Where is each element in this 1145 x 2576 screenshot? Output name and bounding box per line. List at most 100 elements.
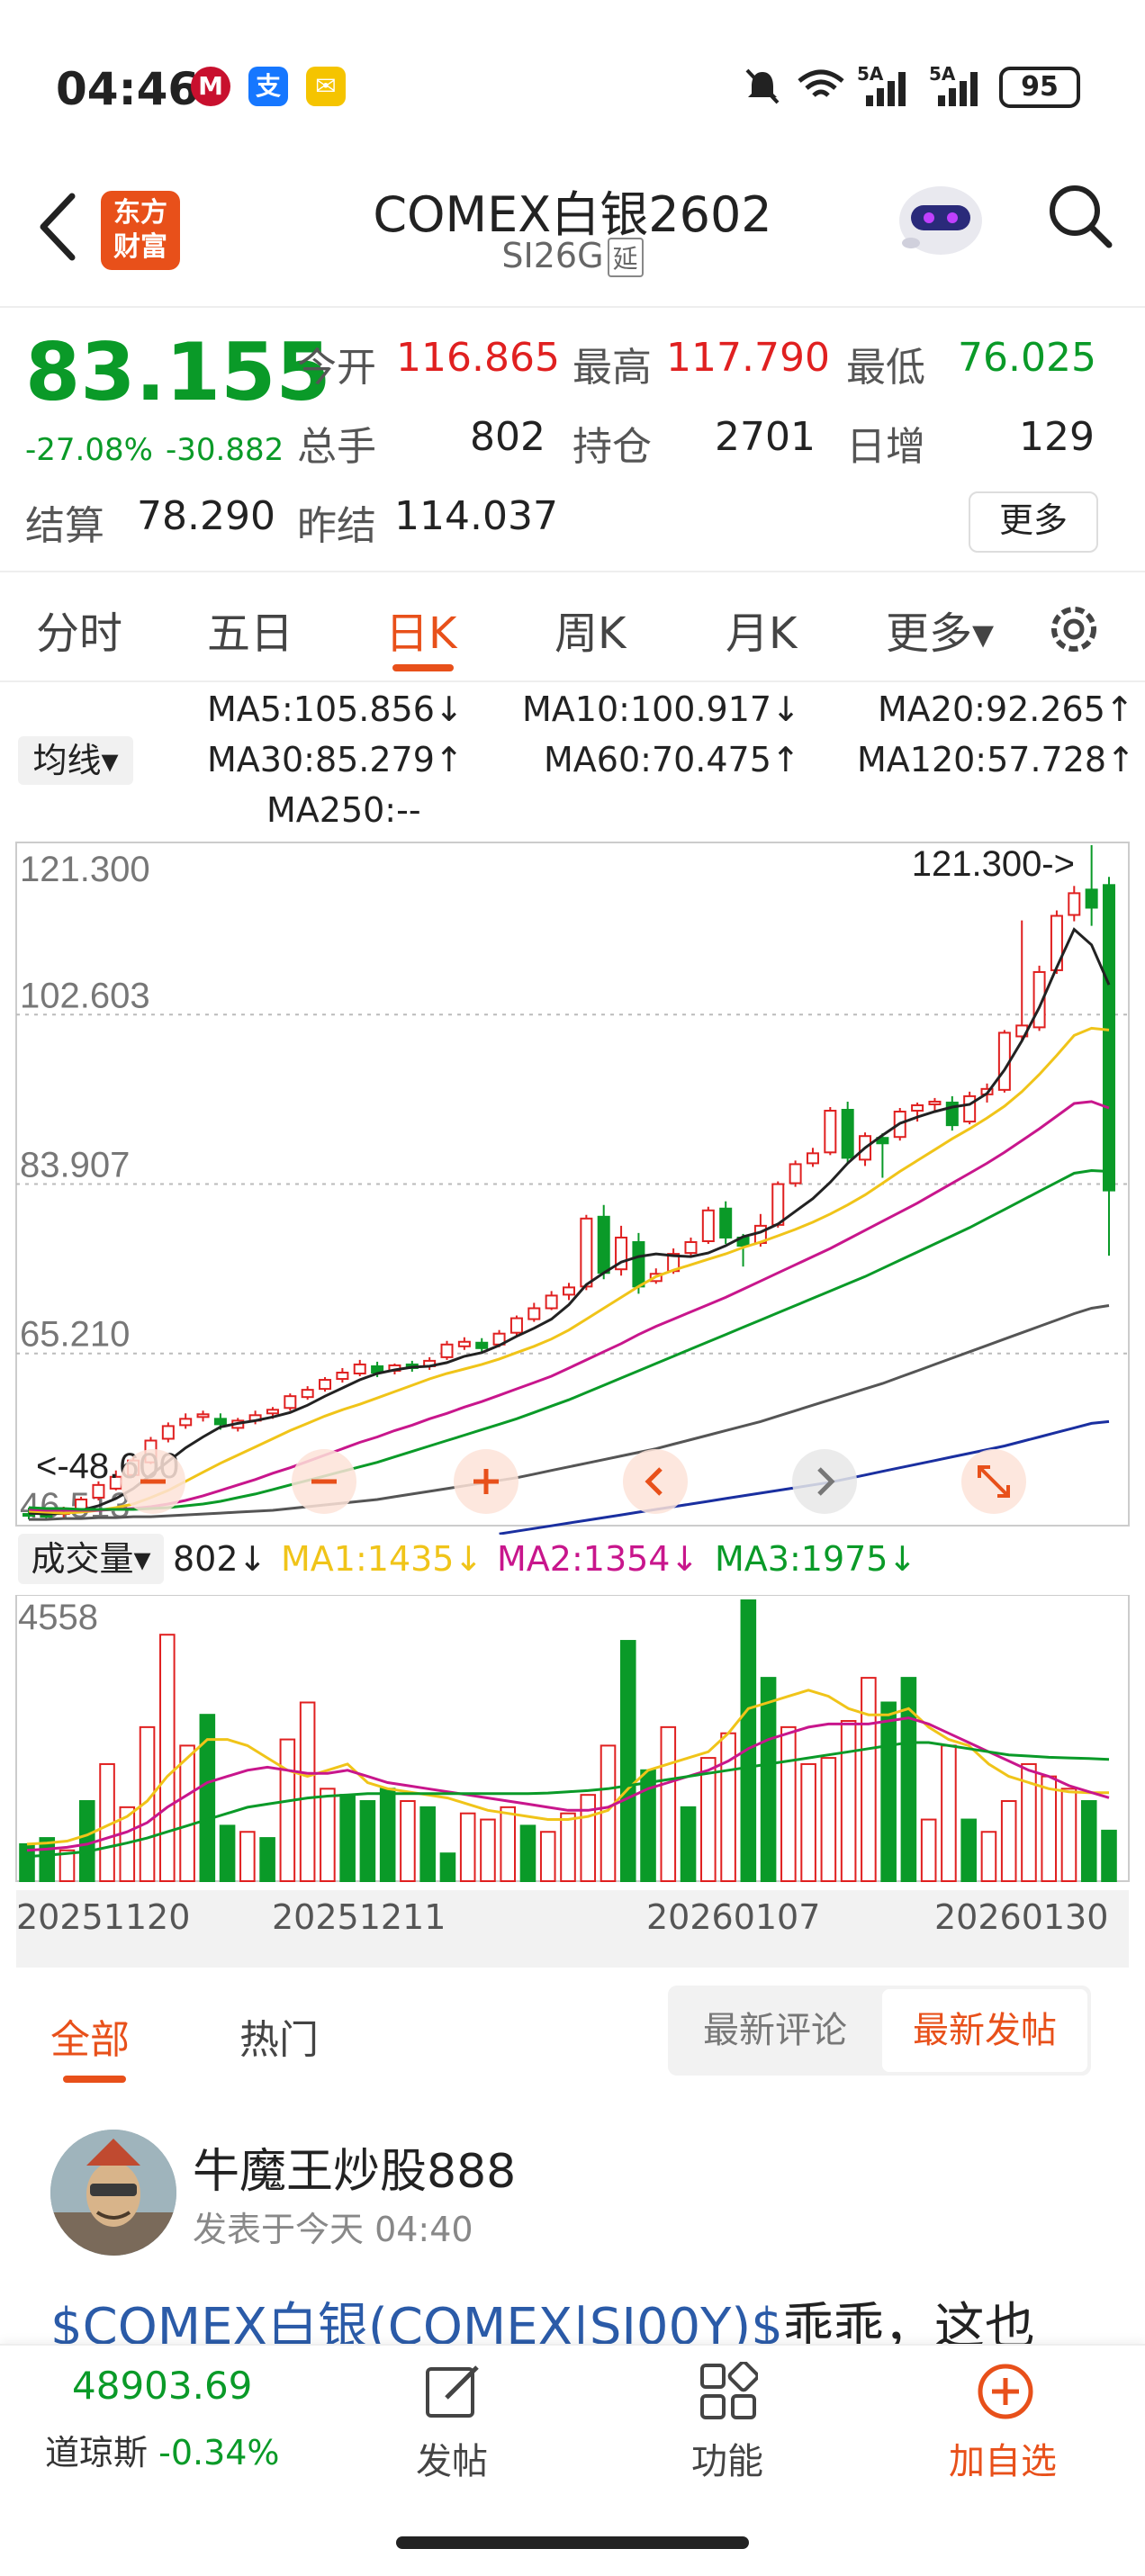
ma250-label: MA250:-- — [266, 790, 421, 830]
volume-selector[interactable]: 成交量▾ — [18, 1534, 164, 1584]
status-bar: 04:46 M 支 ✉ 5A 5A 95 — [0, 0, 1145, 171]
features-button[interactable]: 功能 — [691, 2441, 763, 2482]
more-quote-button[interactable]: 更多 — [969, 491, 1098, 553]
volume-bar — [619, 1640, 636, 1883]
candle-body — [563, 1286, 575, 1296]
volume-bar — [519, 1824, 536, 1883]
candle-body — [632, 1241, 645, 1288]
candle-body — [475, 1341, 489, 1349]
instrument-code: SI26G 延 — [270, 236, 875, 277]
tab-all-comments[interactable]: 全部 — [50, 2017, 130, 2063]
volume-ma3: MA3:1975↓ — [715, 1539, 917, 1579]
mute-bell-icon — [745, 68, 780, 104]
volume-bar — [840, 1720, 857, 1882]
volume-chart[interactable]: 4558 — [0, 1595, 1145, 1888]
volume-bar — [179, 1744, 195, 1882]
candle-body — [336, 1371, 349, 1381]
candle-body — [684, 1241, 698, 1255]
volume-bar — [760, 1677, 777, 1882]
index-value[interactable]: 48903.69 — [72, 2364, 253, 2408]
ma-line-ma60 — [29, 1304, 1110, 1521]
candle-body — [527, 1307, 541, 1320]
gear-icon[interactable] — [1042, 598, 1105, 661]
volume-label: 总手 — [297, 424, 376, 470]
add-watchlist-icon[interactable] — [976, 2362, 1035, 2421]
volume-bar — [159, 1634, 176, 1882]
user-avatar[interactable] — [50, 2130, 176, 2256]
sort-latest-comment[interactable]: 最新评论 — [703, 2010, 847, 2051]
volume-bar — [980, 1831, 997, 1882]
volume-ma3-line — [26, 1741, 1110, 1859]
instrument-title: COMEX白银2602 — [373, 186, 772, 243]
daily-increase-value: 129 — [1019, 414, 1095, 460]
change-amount: -30.882 — [166, 432, 284, 468]
volume-bar — [1000, 1800, 1017, 1882]
alipay-icon: 支 — [248, 67, 288, 106]
pan-left-icon — [645, 1467, 663, 1496]
volume-bar — [480, 1818, 496, 1882]
volume-bar — [299, 1701, 316, 1882]
volume-bar — [419, 1806, 436, 1882]
add-watchlist-button[interactable]: 加自选 — [949, 2441, 1057, 2482]
ma-line-ma5 — [28, 927, 1111, 1516]
volume-bar — [680, 1806, 697, 1882]
pan-right-icon — [817, 1467, 835, 1496]
volume-bar — [359, 1800, 376, 1882]
tab-intraday[interactable]: 分时 — [36, 608, 123, 659]
date-axis — [16, 1890, 1129, 1968]
tab-weekly-k[interactable]: 周K — [554, 608, 627, 659]
volume-bar — [500, 1806, 517, 1882]
candle-body — [963, 1094, 977, 1123]
ma120-label: MA120:57.728↑ — [857, 740, 1135, 779]
open-label: 今开 — [297, 345, 376, 391]
high-marker: 121.300-> — [912, 844, 1075, 884]
ma-selector[interactable]: 均线▾ — [18, 736, 133, 785]
candle-body — [509, 1317, 523, 1334]
daily-increase-label: 日增 — [846, 424, 925, 470]
volume-bar — [279, 1738, 296, 1882]
volume-bar — [900, 1677, 917, 1882]
app-logo[interactable]: 东方财富 — [101, 191, 180, 270]
instrument-code-text: SI26G — [501, 236, 604, 275]
post-author[interactable]: 牛魔王炒股888 — [193, 2145, 517, 2199]
volume-bar — [139, 1725, 156, 1882]
index-change: -0.34% — [158, 2433, 280, 2472]
candle-body — [213, 1418, 227, 1426]
index-ticker[interactable]: 道琼斯 -0.34% — [45, 2425, 280, 2474]
sort-latest-post[interactable]: 最新发帖 — [882, 1989, 1087, 2072]
change-percent: -27.08% — [25, 432, 153, 468]
tabs-divider — [0, 680, 1145, 682]
candle-body — [284, 1395, 297, 1410]
features-grid-icon[interactable] — [699, 2362, 758, 2421]
tab-more-periods[interactable]: 更多▾ — [886, 608, 995, 659]
post-button[interactable]: 发帖 — [416, 2441, 488, 2482]
edit-post-icon[interactable] — [423, 2362, 482, 2421]
volume-bar — [1041, 1775, 1058, 1883]
tab-five-day[interactable]: 五日 — [207, 608, 294, 659]
chart-control-right-button — [792, 1449, 857, 1514]
robot-assistant-icon[interactable] — [891, 171, 990, 261]
tab-daily-k[interactable]: 日K — [385, 608, 457, 659]
kline-chart[interactable]: 121.300102.60383.90765.21046.513121.300-… — [0, 837, 1145, 1535]
volume-bar — [920, 1818, 937, 1882]
open-value: 116.865 — [396, 335, 560, 381]
high-value: 117.790 — [666, 335, 830, 381]
volume-bar — [19, 1842, 35, 1882]
volume-bar — [259, 1837, 275, 1883]
search-icon[interactable] — [1044, 180, 1116, 252]
delay-tag: 延 — [607, 238, 644, 277]
candle-body — [771, 1183, 785, 1226]
candle-body — [1068, 892, 1081, 916]
active-tab-indicator — [392, 664, 454, 671]
back-arrow-icon[interactable] — [32, 191, 86, 263]
ma30-label: MA30:85.279↑ — [207, 740, 464, 779]
wifi-icon — [798, 69, 844, 97]
candle-body — [353, 1363, 366, 1374]
ma-line-ma10 — [28, 1026, 1110, 1515]
tab-monthly-k[interactable]: 月K — [726, 608, 798, 659]
candle-body — [806, 1152, 819, 1165]
tab-hot-comments[interactable]: 热门 — [239, 2017, 319, 2063]
volume-bar — [740, 1599, 757, 1882]
volume-bar — [539, 1831, 556, 1882]
volume-value: 802 — [470, 414, 545, 460]
